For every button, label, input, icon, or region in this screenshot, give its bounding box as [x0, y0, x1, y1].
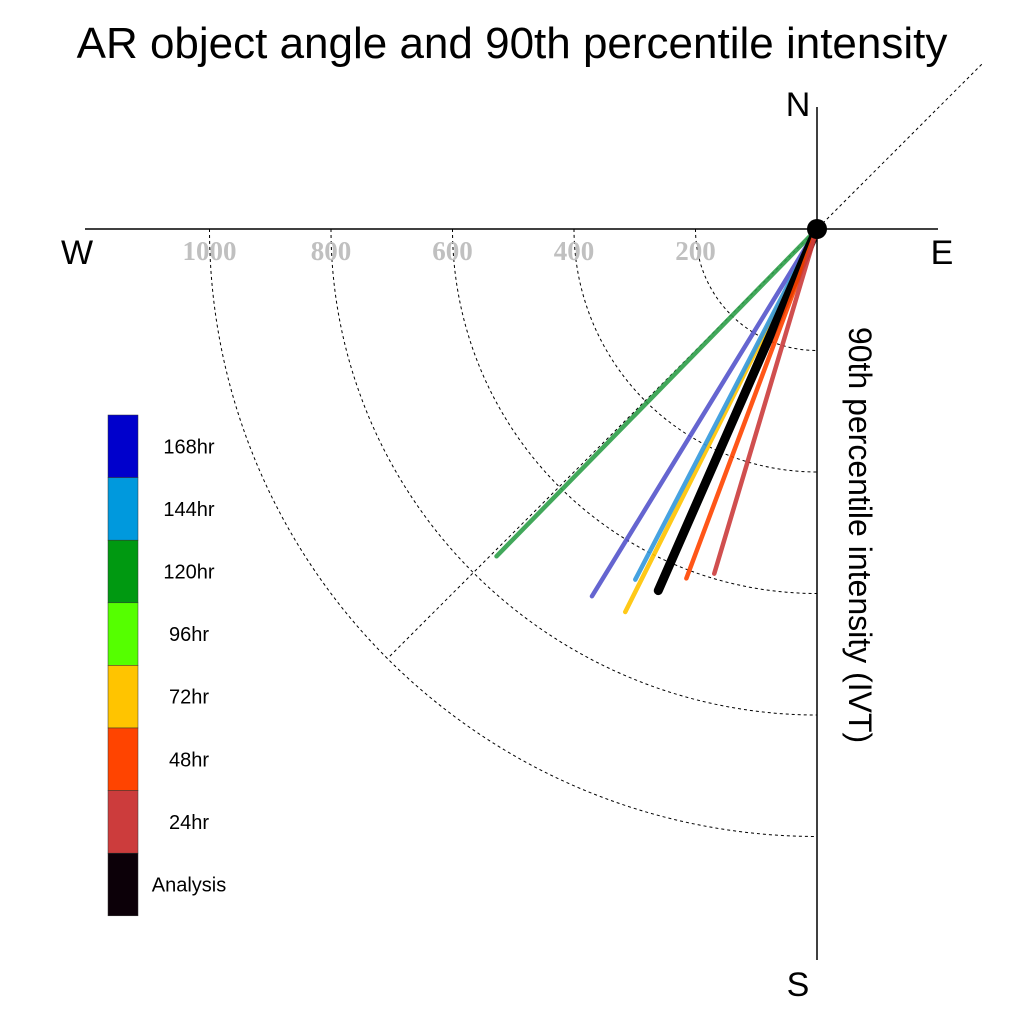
legend-label: 168hr	[163, 436, 214, 458]
legend-swatch	[107, 539, 139, 604]
vector-168hr	[589, 226, 820, 599]
legend-swatch	[107, 665, 139, 729]
legend: 168hr 144hr 120hr 96hr 72hr 48hr 24hr Analysis	[107, 414, 226, 917]
grid-arc	[452, 228, 818, 594]
origin-marker	[807, 219, 827, 239]
grid-arc	[573, 228, 818, 473]
legend-swatch	[107, 602, 139, 666]
vector-48hr	[684, 226, 820, 581]
legend-label: 96hr	[169, 624, 209, 646]
compass-south-label: S	[787, 966, 810, 1004]
legend-label: 72hr	[169, 687, 209, 709]
radial-tick-label: 600	[432, 236, 473, 266]
radial-tick-label: 1000	[183, 236, 237, 266]
radial-tick-label: 400	[554, 236, 595, 266]
vector-120hr	[494, 226, 820, 559]
radial-tick-labels: 200 400 600 800 1000	[183, 236, 716, 266]
chart-title: AR object angle and 90th percentile inte…	[77, 19, 948, 68]
legend-label: 24hr	[169, 812, 209, 834]
grid-arc	[695, 228, 818, 351]
compass-east-label: E	[931, 234, 954, 272]
legend-label: 120hr	[163, 562, 214, 584]
legend-label: Analysis	[152, 875, 226, 897]
radial-tick-label: 800	[311, 236, 352, 266]
legend-swatch	[107, 477, 139, 541]
vector-24hr	[712, 226, 820, 576]
compass-west-label: W	[61, 234, 93, 272]
radial-tick-label: 200	[675, 236, 716, 266]
legend-label: 48hr	[169, 749, 209, 771]
grid-arc	[330, 228, 818, 716]
radial-axis-title: 90th percentile intensity (IVT)	[842, 327, 878, 743]
legend-label: 144hr	[163, 499, 214, 521]
compass-north-label: N	[786, 86, 811, 124]
vector-analysis	[653, 224, 822, 596]
legend-swatch	[107, 414, 139, 478]
vectors	[494, 224, 822, 615]
legend-swatch	[107, 790, 139, 854]
legend-swatch	[107, 727, 139, 791]
legend-swatch	[107, 852, 139, 917]
grid-arc	[209, 228, 818, 837]
